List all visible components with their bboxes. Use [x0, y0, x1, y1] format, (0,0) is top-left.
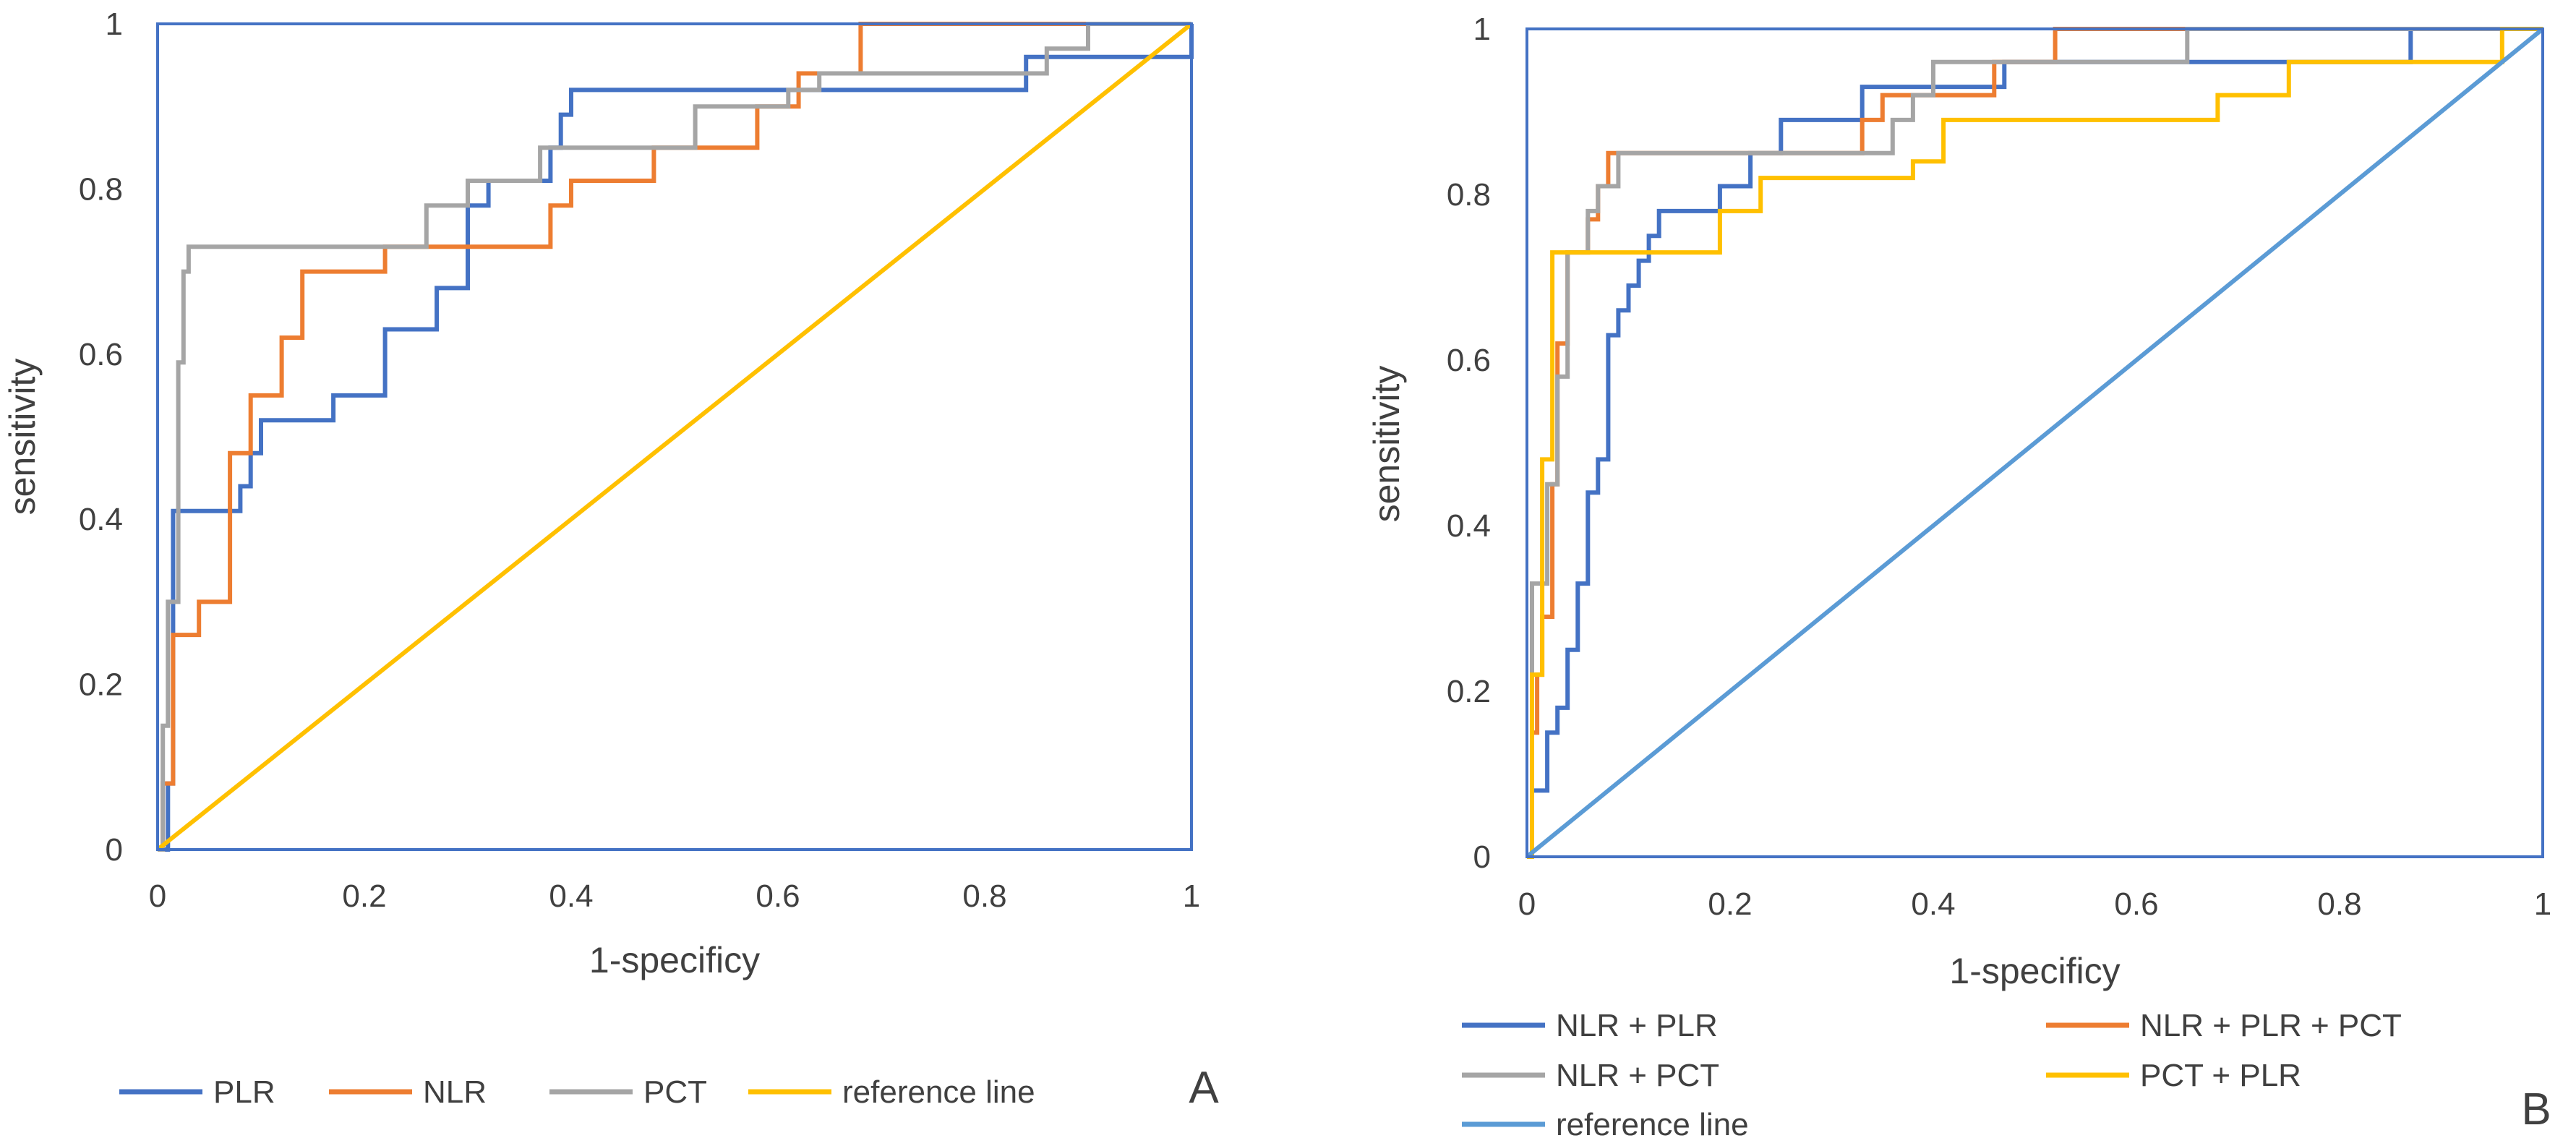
x-tick-label: 0.2 [342, 878, 386, 914]
series-line-reference-line [156, 22, 1193, 852]
legend-item-nlr-plr: NLR + PLR [1462, 1008, 1718, 1043]
y-tick-label: 0 [106, 832, 123, 868]
y-tick-label: 0.6 [1447, 343, 1491, 378]
x-tick-label: 0.4 [549, 878, 593, 914]
y-tick-label: 0.4 [1447, 508, 1491, 544]
legend-item-nlr-plr-pct: NLR + PLR + PCT [2046, 1008, 2402, 1043]
x-tick-label: 0 [149, 878, 166, 914]
series-line-nlr-plr [1527, 27, 2543, 859]
x-axis-title: 1-specificy [589, 940, 760, 980]
panel-label: B [2521, 1085, 2551, 1134]
chart-panel-a: 0 0.2 0.4 0.6 0.8 1 0 0.2 0.4 0.6 0.8 1 1-specificy s… [2, 7, 1219, 1113]
chart-panel-b: 0 0.2 0.4 0.6 0.8 1 0 0.2 0.4 0.6 0.8 1 1-specificy s… [1366, 12, 2551, 1142]
legend-label: PCT + PLR [2140, 1058, 2301, 1093]
legend-item-plr: PLR [119, 1074, 275, 1110]
series-line-pct-plr [1527, 27, 2543, 859]
legend-label: NLR + PLR + PCT [2140, 1008, 2402, 1043]
panel-label: A [1189, 1063, 1219, 1113]
x-tick-label: 0.6 [2114, 886, 2158, 922]
plot-area-frame [156, 22, 1193, 851]
x-tick-label: 0.8 [2317, 886, 2361, 922]
x-tick-label: 0.6 [756, 878, 800, 914]
legend-item-pct: PCT [549, 1074, 707, 1110]
legend-label: reference line [842, 1074, 1035, 1110]
y-tick-label: 1 [106, 7, 123, 42]
plot-area-frame [1526, 27, 2544, 858]
series-line-nlr-pct [1527, 27, 2543, 859]
x-tick-label: 1 [1183, 878, 1200, 914]
y-tick-label: 0.2 [1447, 674, 1491, 709]
y-tick-label: 0 [1473, 839, 1491, 875]
legend-label: NLR [423, 1074, 487, 1110]
y-tick-label: 0.4 [79, 502, 123, 537]
y-tick-label: 0.6 [79, 337, 123, 372]
legend-label: PCT [643, 1074, 707, 1110]
legend-item-reference-line: reference line [1462, 1107, 1749, 1142]
y-tick-label: 0.8 [79, 171, 123, 207]
y-axis-title: sensitivity [2, 359, 43, 516]
x-axis-title: 1-specificy [1949, 951, 2120, 991]
x-tick-label: 0 [1518, 886, 1536, 922]
series-line-reference-line [1526, 27, 2544, 859]
legend-item-nlr-pct: NLR + PCT [1462, 1058, 1719, 1093]
y-axis-title: sensitivity [1366, 366, 1407, 523]
x-tick-label: 0.8 [962, 878, 1006, 914]
legend-label: PLR [213, 1074, 275, 1110]
legend-item-pct-plr: PCT + PLR [2046, 1058, 2301, 1093]
legend-label: NLR + PLR [1556, 1008, 1718, 1043]
y-tick-label: 0.8 [1447, 177, 1491, 213]
y-tick-label: 1 [1473, 12, 1491, 47]
series-line-plr [158, 24, 1194, 852]
legend-label: NLR + PCT [1556, 1058, 1719, 1093]
legend-item-reference-line: reference line [748, 1074, 1035, 1110]
series-line-pct [158, 22, 1191, 852]
x-tick-label: 1 [2534, 886, 2551, 922]
x-tick-label: 0.2 [1708, 886, 1752, 922]
legend-label: reference line [1556, 1107, 1749, 1142]
x-tick-label: 0.4 [1911, 886, 1955, 922]
y-tick-label: 0.2 [79, 667, 123, 703]
legend-item-nlr: NLR [329, 1074, 487, 1110]
